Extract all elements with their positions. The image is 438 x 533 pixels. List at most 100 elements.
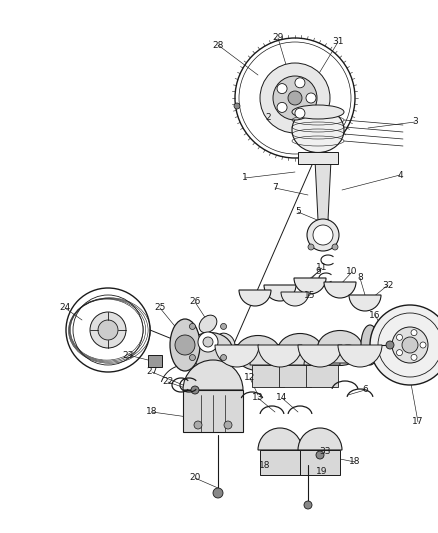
Circle shape [194,421,202,429]
Circle shape [234,103,240,109]
Circle shape [370,305,438,385]
Text: 15: 15 [304,290,316,300]
Text: 18: 18 [349,457,361,466]
Circle shape [221,324,226,329]
Circle shape [308,244,314,250]
Text: 28: 28 [212,41,224,50]
Bar [260,450,300,475]
Circle shape [273,76,317,120]
Text: 14: 14 [276,393,288,402]
Ellipse shape [217,333,235,351]
Circle shape [316,451,324,459]
Wedge shape [250,347,286,365]
Bar [148,355,162,367]
Circle shape [175,335,195,355]
Text: 26: 26 [189,297,201,306]
Ellipse shape [170,319,200,371]
Text: 32: 32 [382,280,394,289]
Circle shape [191,386,199,394]
Circle shape [224,421,232,429]
Text: 24: 24 [60,303,71,312]
Text: 31: 31 [332,37,344,46]
Circle shape [288,91,302,105]
Circle shape [332,244,338,250]
Wedge shape [349,295,381,311]
Ellipse shape [318,330,363,366]
Text: 23: 23 [122,351,134,359]
Ellipse shape [187,333,233,367]
Circle shape [190,324,195,329]
Bar [298,152,338,164]
Ellipse shape [199,351,217,369]
Bar [300,450,340,475]
Text: 19: 19 [316,467,328,477]
Circle shape [402,337,418,353]
Circle shape [420,342,426,348]
Text: 8: 8 [357,273,363,282]
Polygon shape [315,160,331,220]
Text: 25: 25 [154,303,166,312]
Circle shape [295,78,305,88]
Ellipse shape [199,315,217,333]
Circle shape [90,312,126,348]
Circle shape [277,102,287,112]
Wedge shape [298,428,342,450]
Text: 13: 13 [252,393,264,402]
Text: 33: 33 [319,448,331,456]
Ellipse shape [292,105,344,119]
Circle shape [198,332,218,352]
Circle shape [396,350,403,356]
Bar [279,365,311,387]
Ellipse shape [236,335,280,370]
Circle shape [295,108,305,118]
Wedge shape [294,278,326,294]
Circle shape [411,329,417,336]
Ellipse shape [361,325,379,365]
Text: 10: 10 [346,268,358,277]
Wedge shape [264,285,296,301]
Text: 16: 16 [369,311,381,319]
Text: 22: 22 [162,377,173,386]
Circle shape [392,327,428,363]
Ellipse shape [278,334,322,368]
Circle shape [213,488,223,498]
Circle shape [221,354,226,360]
Text: 9: 9 [315,268,321,277]
Text: 4: 4 [397,171,403,180]
Ellipse shape [181,333,199,351]
Wedge shape [258,428,302,450]
Circle shape [203,337,213,347]
Text: 27: 27 [146,367,158,376]
Circle shape [386,341,394,349]
Text: 1: 1 [242,174,248,182]
Ellipse shape [292,108,344,152]
Circle shape [260,63,330,133]
Circle shape [411,354,417,360]
Text: 5: 5 [295,207,301,216]
Circle shape [313,225,333,245]
Text: 6: 6 [362,385,368,394]
Circle shape [307,219,339,251]
Wedge shape [215,345,259,367]
Text: 12: 12 [244,374,256,383]
Circle shape [277,84,287,94]
Wedge shape [298,345,342,367]
Text: 2: 2 [265,114,271,123]
Wedge shape [281,292,309,306]
Wedge shape [304,347,340,365]
Wedge shape [338,345,382,367]
Wedge shape [239,290,271,306]
Wedge shape [277,347,313,365]
Circle shape [304,501,312,509]
Bar [306,365,338,387]
Text: 29: 29 [272,34,284,43]
Text: 3: 3 [412,117,418,126]
Wedge shape [183,360,243,390]
Circle shape [98,320,118,340]
Wedge shape [324,282,356,298]
Text: 18: 18 [146,408,158,416]
Text: 20: 20 [189,473,201,482]
Text: 11: 11 [316,263,328,272]
Circle shape [396,334,403,341]
Wedge shape [258,345,302,367]
